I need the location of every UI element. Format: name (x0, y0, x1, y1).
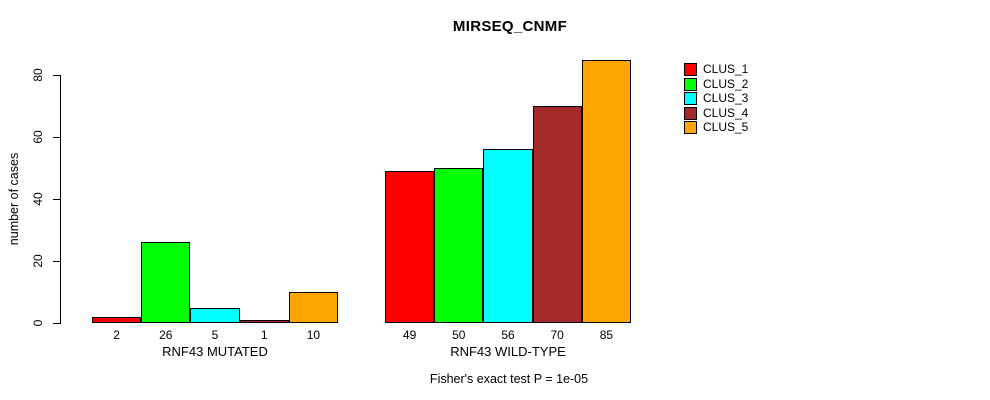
group-label-2: RNF43 WILD-TYPE (450, 344, 566, 359)
y-tick-mark (53, 75, 60, 76)
chart-title: MIRSEQ_CNMF (452, 18, 568, 35)
bar-value-label: 50 (452, 328, 466, 342)
bar-clus_5-group2 (581, 59, 631, 323)
legend-label: CLUS_2 (703, 76, 749, 91)
bar-value-label: 1 (260, 328, 268, 342)
legend-swatch-clus_1 (684, 63, 697, 76)
legend-label: CLUS_1 (703, 62, 749, 76)
bar-value-label: 26 (159, 328, 173, 342)
bar-clus_4-group1 (239, 319, 289, 323)
bar-value-label: 49 (402, 328, 417, 342)
bar-clus_2-group2 (434, 168, 484, 323)
legend-label: CLUS_5 (703, 120, 749, 135)
bar-clus_3-group1 (190, 307, 240, 323)
bar-value-label: 85 (599, 328, 614, 342)
legend-swatch-clus_4 (684, 106, 697, 120)
y-tick-label: 0 (31, 319, 45, 327)
legend-swatch-clus_3 (684, 92, 697, 106)
bar-clus_1-group1 (92, 316, 142, 323)
bar-value-label: 70 (550, 328, 564, 342)
y-tick-mark (53, 323, 60, 324)
y-tick-label: 80 (31, 68, 45, 82)
legend-item-clus_5: CLUS_5 (684, 120, 749, 135)
legend-item-clus_4: CLUS_4 (684, 105, 749, 120)
fisher-test-annotation: Fisher's exact test P = 1e-05 (429, 372, 589, 386)
legend-item-clus_1: CLUS_1 (684, 63, 748, 76)
bar-value-label: 5 (211, 328, 219, 342)
group-label-1: RNF43 MUTATED (162, 344, 268, 359)
y-tick-mark (53, 261, 60, 262)
y-axis-line (60, 75, 61, 324)
bar-clus_3-group2 (483, 149, 533, 323)
y-tick-label: 20 (31, 254, 45, 268)
bar-clus_5-group1 (288, 292, 338, 323)
bar-value-label: 56 (501, 328, 515, 342)
legend-swatch-clus_5 (684, 121, 697, 135)
bar-value-label: 2 (113, 328, 120, 342)
y-tick-mark (53, 137, 60, 138)
y-axis-label: number of cases (7, 152, 21, 246)
y-tick-label: 60 (31, 130, 45, 144)
legend-swatch-clus_2 (684, 77, 697, 91)
legend-item-clus_2: CLUS_2 (684, 76, 749, 91)
legend-label: CLUS_3 (703, 91, 749, 106)
legend-item-clus_3: CLUS_3 (684, 91, 749, 106)
bar-clus_2-group1 (141, 242, 191, 323)
legend-label: CLUS_4 (703, 105, 749, 120)
bar-clus_1-group2 (385, 171, 435, 323)
bar-clus_4-group2 (532, 106, 582, 323)
y-tick-mark (53, 199, 60, 200)
legend: CLUS_1 CLUS_2 CLUS_3 CLUS_4 CLUS_5 (684, 63, 748, 136)
y-tick-label: 40 (31, 192, 45, 206)
bar-value-label: 10 (306, 328, 321, 342)
